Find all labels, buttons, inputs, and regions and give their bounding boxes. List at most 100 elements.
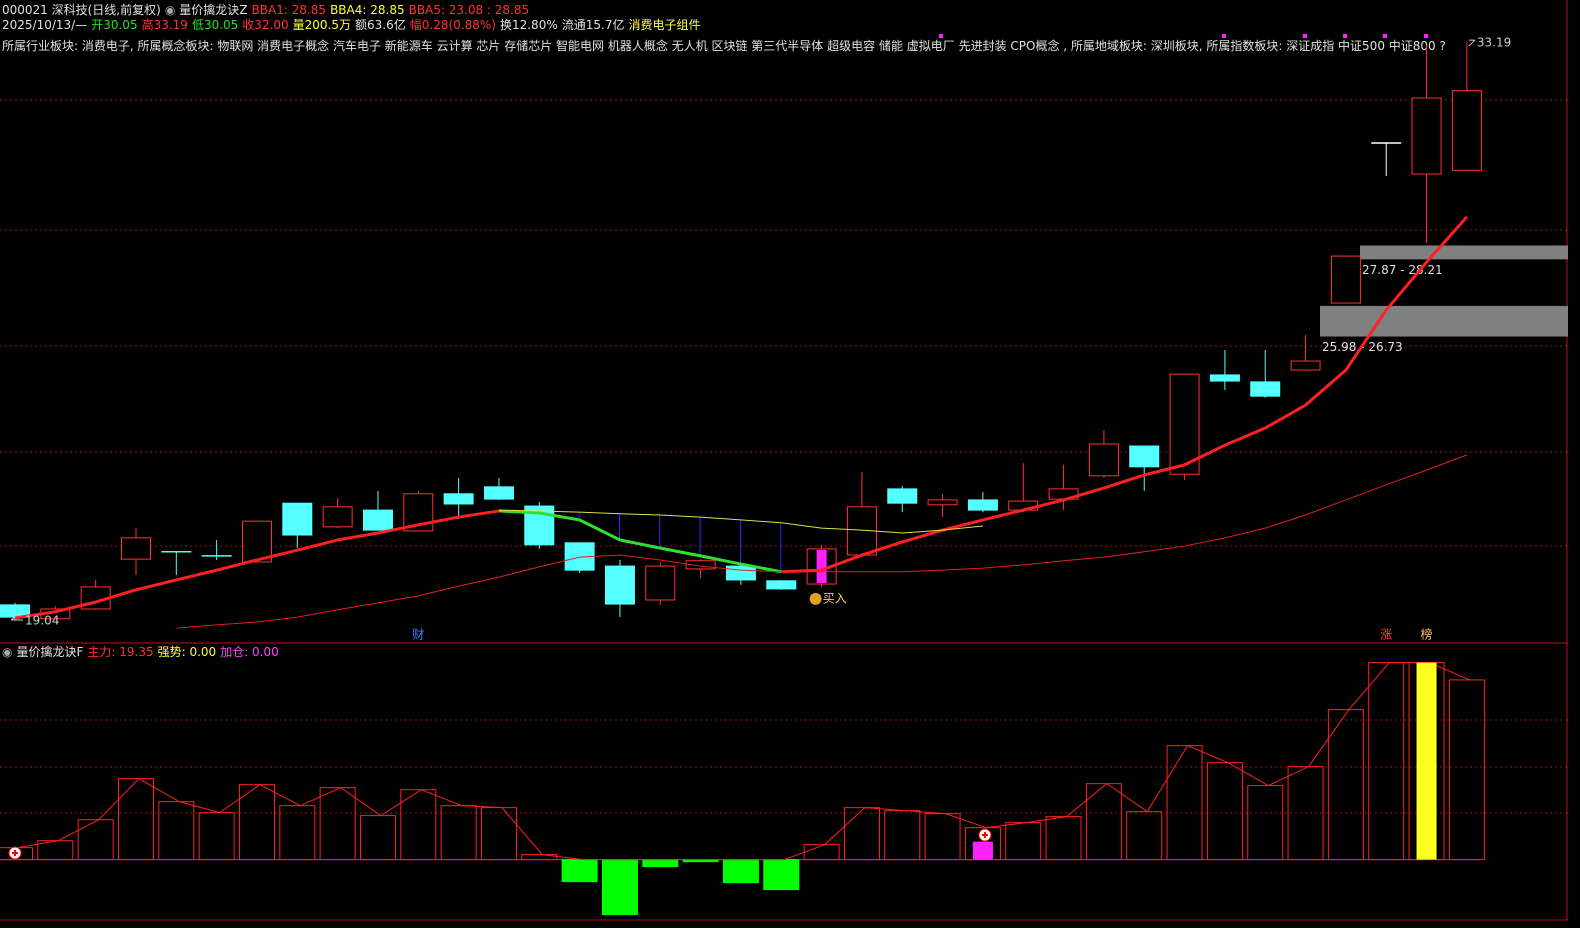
volume-bar: [1287, 766, 1324, 861]
volume-bar: [521, 854, 558, 861]
overlay-bar: [972, 841, 993, 860]
volume-bar: [238, 784, 275, 861]
toggle[interactable]: ◉: [2, 645, 13, 659]
volume-bar: [158, 801, 195, 861]
volume-bar: [198, 812, 235, 861]
candle-body: [1129, 445, 1160, 468]
candle-body: [120, 537, 151, 560]
candle-body: [483, 486, 514, 500]
overlay-bar: [1416, 662, 1437, 860]
candle-body: [725, 565, 756, 581]
indicator-value: 强势: 0.00: [157, 645, 217, 659]
volume-bar: [884, 810, 921, 861]
zone-label: 27.87 - 28.21: [1362, 263, 1443, 277]
candle-body: [282, 502, 313, 536]
volume-bar: [319, 787, 356, 861]
sector-row: 所属行业板块: 消费电子, 所属概念板块: 物联网 消费电子概念 汽车电子 新能…: [2, 39, 1450, 53]
volume-bar: [1005, 822, 1042, 861]
volume-bar: [359, 815, 396, 861]
quote-item: 2025/10/13/—: [2, 18, 88, 32]
quote-item: 消费电子组件: [628, 18, 701, 32]
indicator-name: 量价擒龙诀Z: [179, 3, 248, 17]
moving-average: [176, 454, 1468, 629]
volume-bar: [763, 859, 800, 891]
marker: 财: [412, 628, 424, 642]
volume-bar: [400, 789, 437, 861]
candle-body: [1209, 374, 1240, 382]
quote-item: 收32.00: [242, 18, 289, 32]
candle-body: [1290, 360, 1321, 371]
candle-body: [1169, 373, 1200, 475]
volume-bar: [77, 819, 114, 861]
sub-title: 量价擒龙诀F: [16, 645, 84, 659]
volume-bar: [1206, 762, 1243, 861]
bba5: BBA5: 23.08 : 28.85: [408, 3, 530, 17]
candle-body: [322, 506, 353, 528]
volume-bar: [924, 813, 961, 861]
candle-body: [1411, 97, 1442, 175]
quote-item: 高33.19: [141, 18, 188, 32]
toggle[interactable]: ◉: [164, 3, 176, 17]
quote-item: 幅0.28(0.88%): [409, 18, 496, 32]
candle-body: [1088, 443, 1119, 477]
buy-label: 买入: [823, 591, 847, 605]
buy-fill: [816, 549, 827, 584]
dot: [939, 34, 943, 38]
volume-bar: [1085, 783, 1122, 861]
volume-bar: [843, 807, 880, 861]
grid: [0, 99, 1568, 814]
volume-bar: [480, 807, 517, 861]
candle-body: [362, 509, 393, 531]
volume-bar: [803, 844, 840, 861]
volume-bar: [642, 859, 679, 868]
moving-average: [498, 509, 782, 574]
candle-body: [685, 560, 716, 570]
volume-bar: [1448, 679, 1485, 861]
low-arrow: [10, 616, 23, 621]
dot: [1424, 34, 1428, 38]
volume-bar: [1247, 785, 1284, 861]
candle-body: [443, 493, 474, 505]
high-label: 33.19: [1477, 36, 1511, 50]
marker: 榜: [1421, 627, 1433, 642]
high-arrow: [1468, 39, 1476, 47]
volume-bar: [117, 778, 154, 861]
candle-body: [1330, 255, 1361, 304]
quote-item: 低30.05: [191, 18, 239, 32]
sub-header: ◉ 量价擒龙诀F 主力: 19.35 强势: 0.00 加仓: 0.00: [2, 645, 283, 659]
indicator-value: 加仓: 0.00: [220, 645, 279, 659]
volume-bar: [440, 805, 477, 861]
quote-item: 换12.80%: [499, 18, 558, 32]
dot: [1343, 34, 1347, 38]
volume-bar: [37, 840, 74, 861]
candle-body: [241, 520, 272, 563]
price-zone: [1320, 305, 1568, 337]
quote-item: 流通15.7亿: [561, 18, 625, 32]
candle-body: [1451, 90, 1482, 171]
volume-bar: [279, 805, 316, 861]
marker: 涨: [1380, 627, 1392, 642]
dot: [1383, 34, 1387, 38]
moving-average: [14, 215, 1469, 620]
quote-row: 2025/10/13/— 开30.05 高33.19 低30.05 收32.00 量200…: [2, 18, 704, 32]
candle-body: [645, 565, 676, 601]
header-row: 000021 深科技(日线,前复权) ◉ 量价擒龙诀Z BBA1: 28.85 BBA4…: [2, 3, 533, 17]
volume-bar: [601, 859, 638, 916]
trend-line: [17, 662, 1471, 861]
volume-bar: [1166, 745, 1203, 861]
volume-bar: [1368, 662, 1405, 861]
quote-item: 量200.5万: [292, 18, 352, 32]
volume-bar: [1045, 816, 1082, 861]
volume-bar: [1126, 811, 1163, 861]
candle-body: [604, 565, 635, 605]
candle-body: [887, 488, 918, 504]
plus-icon: [981, 832, 988, 838]
volume-bar: [1327, 709, 1364, 861]
top-dots: [939, 34, 1428, 38]
price-zone: [1360, 245, 1568, 260]
candle-body: [766, 580, 797, 590]
volume-bar: [722, 859, 759, 884]
volume-bar: [561, 859, 598, 883]
bba4: BBA4: 28.85: [330, 3, 405, 17]
